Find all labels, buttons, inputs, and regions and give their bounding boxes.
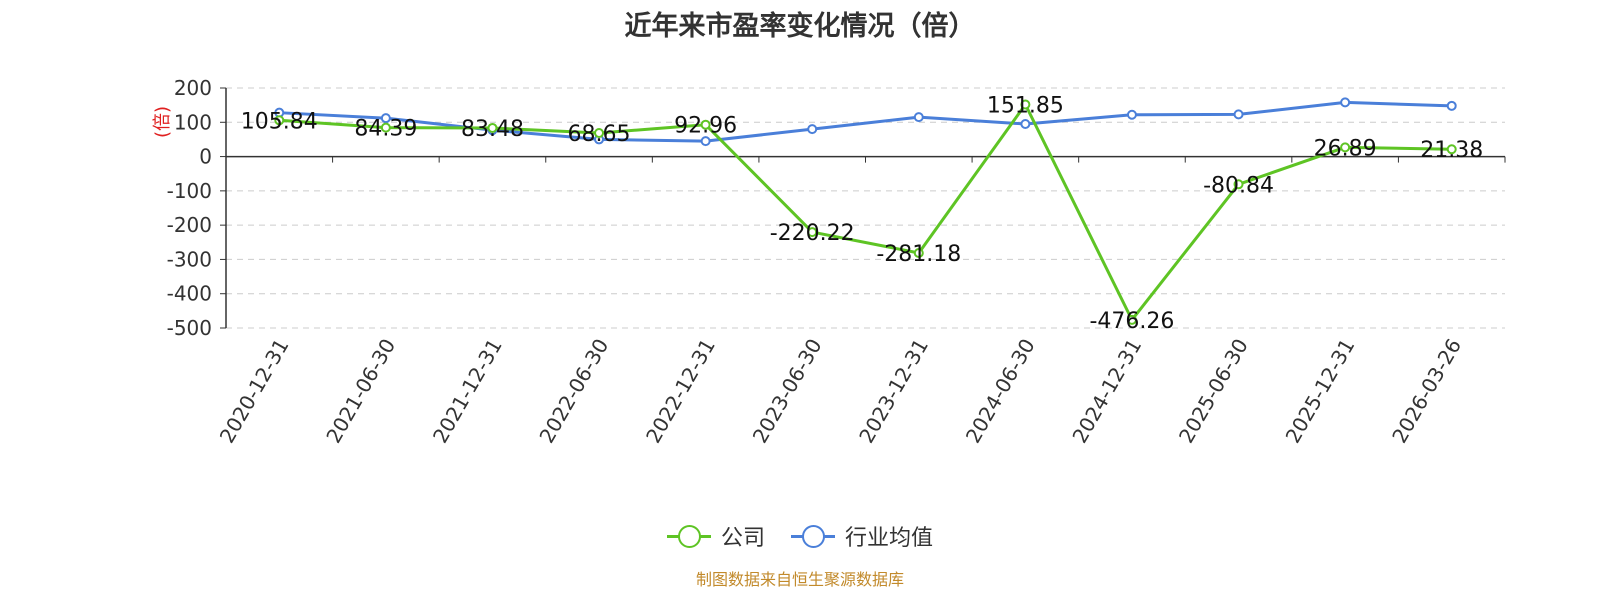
data-point (1446, 144, 1457, 155)
x-tick-label: 2024-12-31 (1067, 335, 1146, 448)
source-note: 制图数据来自恒生聚源数据库 (695, 570, 904, 589)
y-axis-unit-label: (倍) (152, 106, 173, 138)
data-point (1020, 99, 1031, 110)
y-tick-label: -500 (167, 316, 212, 340)
data-label: 83.48 (461, 117, 524, 142)
y-tick-label: 0 (199, 145, 212, 169)
chart-title: 近年来市盈率变化情况（倍） (624, 11, 976, 42)
data-label: 84.39 (354, 117, 417, 142)
x-tick-label: 2024-06-30 (961, 335, 1040, 448)
data-label: -80.84 (1203, 173, 1274, 198)
data-label: -476.26 (1089, 309, 1174, 334)
legend: 公司 行业均值 (0, 520, 1600, 552)
data-label: 68.65 (568, 122, 631, 147)
data-point (1126, 314, 1137, 325)
data-label: -281.18 (876, 242, 961, 267)
data-point (913, 112, 924, 123)
data-point (807, 227, 818, 238)
x-tick-label: 2023-12-31 (854, 335, 933, 448)
data-point (807, 124, 818, 135)
data-point (700, 136, 711, 147)
data-point (1446, 100, 1457, 111)
data-point (1126, 109, 1137, 120)
data-label: 151.85 (987, 94, 1064, 119)
data-point (487, 122, 498, 133)
data-label: -220.22 (770, 221, 855, 246)
x-tick-label: 2023-06-30 (748, 335, 827, 448)
legend-label-company: 公司 (720, 526, 765, 551)
series-line (279, 100, 1452, 143)
x-tick-label: 2021-12-31 (428, 335, 507, 448)
data-label: 105.84 (241, 109, 318, 134)
series-line (279, 103, 1452, 322)
data-point (380, 122, 391, 133)
data-point (913, 247, 924, 258)
data-point (1020, 119, 1031, 129)
x-tick-label: 2022-12-31 (641, 335, 720, 448)
data-point (594, 128, 605, 139)
y-tick-label: 200 (174, 76, 212, 100)
y-tick-label: -400 (167, 282, 212, 306)
x-tick-label: 2025-06-30 (1174, 335, 1253, 448)
y-tick-label: -300 (167, 247, 212, 271)
data-point (1340, 142, 1351, 153)
x-tick-label: 2021-06-30 (321, 335, 400, 448)
y-tick-label: -200 (167, 213, 212, 237)
data-point (700, 119, 711, 130)
data-label-layer: 105.84 84.39 83.48 68.65 92.96 -220.22 -281.18… (241, 94, 1483, 334)
x-tick-label: 2026-03-26 (1387, 335, 1466, 448)
data-point (1340, 97, 1351, 108)
x-tick-label: 2022-06-30 (534, 335, 613, 448)
data-point (274, 115, 285, 126)
data-label: 21.38 (1420, 138, 1483, 163)
data-point (1233, 109, 1244, 120)
series-layer (274, 97, 1457, 325)
legend-label-industry: 行业均值 (845, 526, 934, 551)
legend-line-circle-icon (791, 524, 835, 548)
legend-item-industry[interactable]: 行业均值 (791, 520, 933, 552)
y-tick-label: -100 (167, 179, 212, 203)
y-tick-label: 100 (174, 110, 212, 134)
data-point (1233, 179, 1244, 190)
data-point (380, 113, 391, 124)
legend-item-company[interactable]: 公司 (666, 520, 765, 552)
data-label: 26.89 (1314, 136, 1377, 161)
legend-line-circle-icon (666, 524, 711, 548)
x-tick-label: 2020-12-31 (215, 335, 294, 448)
x-tick-label: 2025-12-31 (1281, 335, 1360, 448)
data-label: 92.96 (674, 114, 737, 139)
